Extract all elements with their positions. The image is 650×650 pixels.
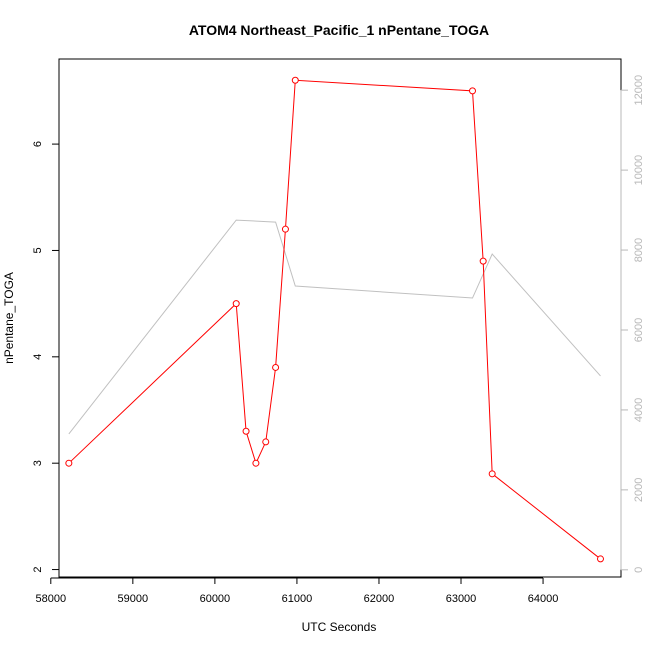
x-tick-label: 63000 [446, 593, 477, 605]
series-1-line [68, 219, 601, 435]
series-0-line [68, 79, 601, 560]
series-layer [65, 76, 604, 563]
x-tick-label: 62000 [364, 593, 395, 605]
series-0-point [252, 459, 260, 467]
series-0-point [479, 257, 487, 265]
x-tick-label: 61000 [282, 593, 313, 605]
series-0-point [272, 363, 280, 371]
y2-tick-label: 2000 [633, 478, 645, 502]
y2-tick-label: 8000 [633, 238, 645, 262]
y-tick-label: 5 [32, 247, 44, 253]
y-axis: 2 3 4 5 6 [32, 141, 60, 573]
series-0-point [469, 87, 477, 95]
series-0-point [291, 76, 299, 84]
y-tick-label: 4 [32, 354, 44, 360]
y2-tick-label: 4000 [633, 398, 645, 422]
y2-tick-label: 10000 [633, 155, 645, 186]
x-axis-label: UTC Seconds [302, 620, 377, 634]
series-0-point [281, 225, 289, 233]
series-0-point [262, 438, 270, 446]
series-0-point [232, 300, 240, 308]
x-tick-label: 59000 [118, 593, 149, 605]
x-tick-label: 64000 [528, 593, 559, 605]
series-0-point [65, 459, 73, 467]
y-tick-label: 3 [32, 460, 44, 466]
y-axis-label: nPentane_TOGA [2, 272, 16, 364]
x-tick-label: 60000 [200, 593, 231, 605]
chart-title: ATOM4 Northeast_Pacific_1 nPentane_TOGA [189, 22, 489, 38]
y2-tick-label: 0 [633, 567, 645, 573]
y-tick-label: 2 [32, 566, 44, 572]
y-tick-label: 6 [32, 141, 44, 147]
series-0-point [242, 427, 250, 435]
series-0-point [488, 470, 496, 478]
y2-tick-label: 6000 [633, 318, 645, 342]
x-axis: 58000 59000 60000 61000 62000 63000 64000 [35, 577, 559, 605]
x-tick-label: 58000 [35, 593, 66, 605]
series-0-point [596, 555, 604, 563]
y2-tick-label: 12000 [633, 75, 645, 106]
y2-axis: 0 2000 4000 6000 8000 10000 12000 [620, 75, 645, 573]
